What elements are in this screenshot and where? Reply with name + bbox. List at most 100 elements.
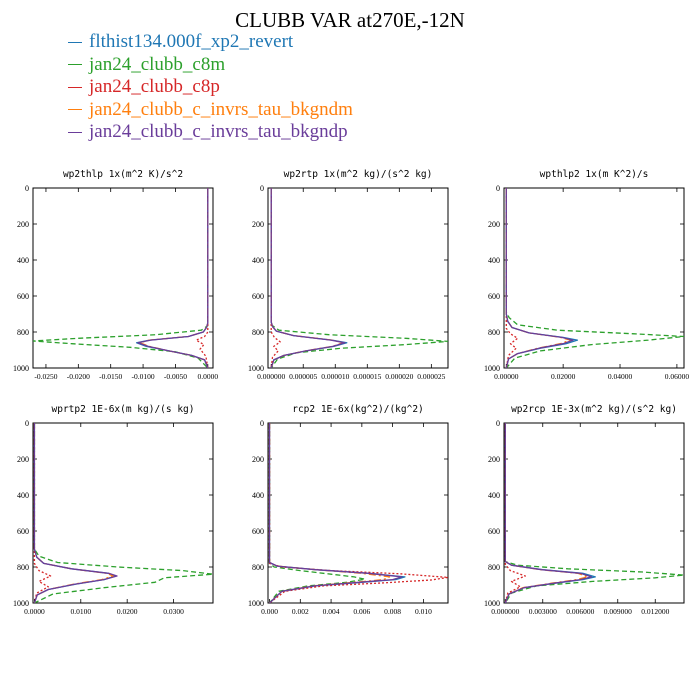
legend-swatch [68, 41, 82, 43]
series-line [504, 423, 593, 603]
x-tick-label: -0.0200 [67, 372, 90, 381]
chart-panel: wp2rtp 1x(m^2 kg)/(s^2 kg) 0 200 400 600 800 1… [248, 169, 449, 381]
series-line [195, 188, 209, 368]
x-tick-label: -0.0050 [164, 372, 187, 381]
y-tick-label: 800 [17, 563, 29, 572]
series-line [505, 188, 579, 368]
x-tick-label: 0.000015 [353, 372, 381, 381]
series-group [33, 188, 209, 368]
chart-title: rcp2 1E-6x(kg^2)/(kg^2) [292, 404, 424, 415]
y-tick-label: 800 [252, 328, 264, 337]
x-tick-label: 0.000000 [491, 607, 519, 616]
legend-item: jan24_clubb_c_invrs_tau_bkgndm [68, 99, 353, 122]
series-line [268, 423, 403, 603]
y-tick-label: 200 [17, 220, 29, 229]
y-tick-label: 200 [488, 455, 500, 464]
x-tick-label: 0.0000 [24, 607, 45, 616]
y-tick-label: 400 [488, 256, 500, 265]
series-group [505, 188, 684, 368]
x-tick-label: 0.02000 [551, 372, 576, 381]
x-tick-label: 0.0100 [70, 607, 91, 616]
x-tick-label: 0.012000 [641, 607, 669, 616]
y-tick-label: 600 [17, 527, 29, 536]
series-line [270, 188, 281, 368]
series-line [504, 423, 526, 603]
x-tick-label: 0.00000 [494, 372, 519, 381]
series-line [33, 423, 114, 603]
chart-panel: wprtp2 1E-6x(m kg)/(s kg) 0 200 400 600 800 10… [13, 404, 214, 616]
y-tick-label: 800 [17, 328, 29, 337]
y-tick-label: 200 [252, 220, 264, 229]
legend-item: jan24_clubb_c_invrs_tau_bkgndp [68, 121, 353, 144]
y-tick-label: 0 [25, 184, 29, 193]
y-tick-label: 600 [252, 527, 264, 536]
x-tick-label: 0.002 [292, 607, 309, 616]
legend-item: jan24_clubb_c8p [68, 76, 353, 99]
page-title: CLUBB VAR at270E,-12N [235, 8, 465, 32]
chart-title: wp2rtp 1x(m^2 kg)/(s^2 kg) [284, 169, 433, 180]
y-tick-label: 800 [252, 563, 264, 572]
legend-label: flthist134.000f_xp2_revert [89, 31, 294, 53]
y-tick-label: 400 [488, 491, 500, 500]
x-tick-label: 0.0000 [198, 372, 219, 381]
series-line [33, 423, 52, 603]
chart-title: wp2thlp 1x(m^2 K)/s^2 [63, 169, 183, 180]
legend-swatch [68, 86, 82, 88]
legend-label: jan24_clubb_c8m [89, 53, 226, 75]
series-line [270, 188, 448, 368]
y-tick-label: 200 [488, 220, 500, 229]
legend-item: jan24_clubb_c8m [68, 54, 353, 77]
y-tick-label: 600 [488, 527, 500, 536]
series-line [504, 423, 684, 603]
plot-frame [503, 187, 685, 369]
x-tick-label: 0.010 [415, 607, 432, 616]
chart-panel: wpthlp2 1x(m K^2)/s 0 200 400 600 800 10000.00… [484, 169, 689, 381]
x-tick-label: 0.000020 [385, 372, 413, 381]
series-line [268, 423, 391, 603]
y-tick-label: 800 [488, 563, 500, 572]
y-tick-label: 400 [252, 256, 264, 265]
legend-swatch [68, 64, 82, 66]
chart-panel: wp2rcp 1E-3x(m^2 kg)/(s^2 kg) 0 200 400 600 8… [484, 404, 685, 616]
series-line [33, 423, 117, 603]
x-tick-label: -0.0250 [34, 372, 57, 381]
x-tick-label: 0.06000 [665, 372, 690, 381]
series-group [33, 423, 213, 603]
plot-frame [267, 422, 449, 604]
legend-label: jan24_clubb_c_invrs_tau_bkgndm [89, 98, 353, 120]
legend-swatch [68, 109, 82, 111]
x-tick-label: -0.0150 [99, 372, 122, 381]
series-line [33, 423, 213, 603]
series-group [270, 188, 448, 368]
legend-swatch [68, 131, 82, 133]
x-tick-label: 0.008 [384, 607, 401, 616]
series-group [504, 423, 684, 603]
y-tick-label: 1000 [484, 364, 500, 373]
series-line [33, 188, 209, 368]
x-tick-label: 0.006000 [566, 607, 594, 616]
series-line [505, 188, 519, 368]
x-tick-label: 0.04000 [608, 372, 633, 381]
x-tick-label: 0.004 [323, 607, 340, 616]
x-tick-label: 0.000010 [321, 372, 349, 381]
y-tick-label: 0 [260, 184, 264, 193]
y-tick-label: 400 [252, 491, 264, 500]
x-tick-label: -0.0100 [132, 372, 155, 381]
chart-title: wp2rcp 1E-3x(m^2 kg)/(s^2 kg) [511, 404, 677, 415]
series-line [268, 423, 448, 603]
series-line [504, 423, 589, 603]
y-tick-label: 0 [496, 419, 500, 428]
y-tick-label: 1000 [13, 364, 29, 373]
y-tick-label: 600 [17, 292, 29, 301]
y-tick-label: 800 [488, 328, 500, 337]
y-tick-label: 0 [25, 419, 29, 428]
y-tick-label: 1000 [484, 599, 500, 608]
y-tick-label: 600 [252, 292, 264, 301]
series-line [505, 188, 571, 368]
series-line [137, 188, 209, 368]
plot-frame [503, 422, 685, 604]
chart-title: wprtp2 1E-6x(m kg)/(s kg) [52, 404, 195, 415]
x-tick-label: 0.000025 [417, 372, 445, 381]
x-tick-label: 0.0200 [117, 607, 138, 616]
